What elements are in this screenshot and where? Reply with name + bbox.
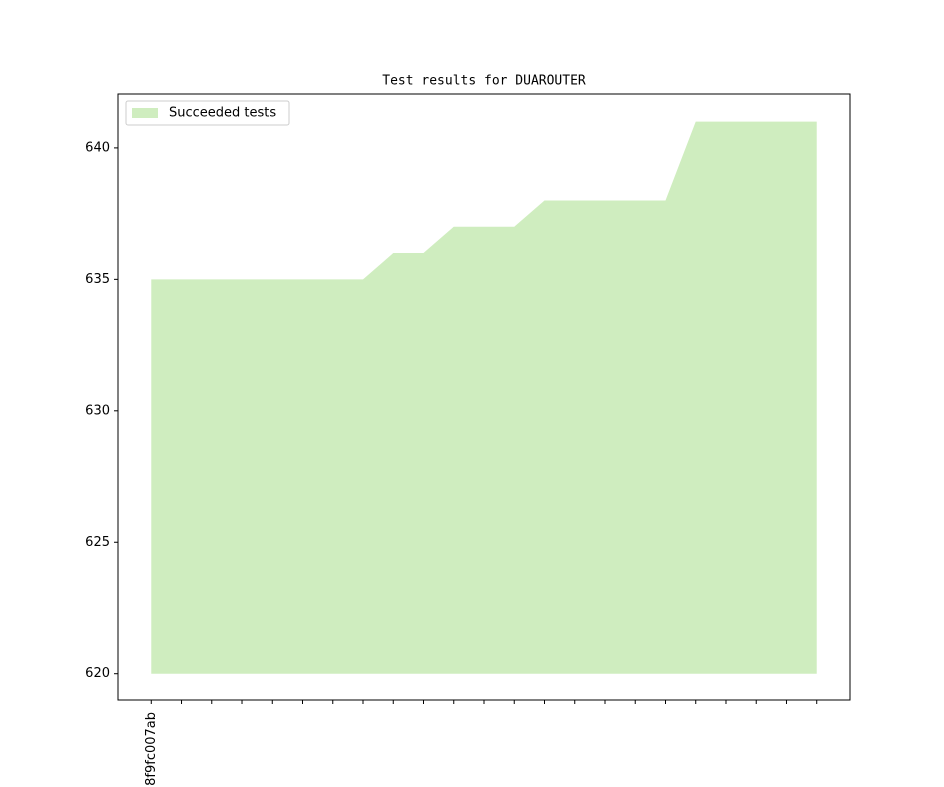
legend-swatch [132, 108, 158, 118]
chart-title: Test results for DUAROUTER [382, 74, 586, 89]
legend: Succeeded tests [125, 100, 290, 126]
y-tick-label: 620 [85, 666, 110, 681]
y-tick-label: 640 [85, 140, 110, 155]
legend-label: Succeeded tests [169, 106, 276, 121]
y-tick-label: 635 [85, 272, 110, 287]
area [151, 121, 817, 674]
y-tick-label: 630 [85, 403, 110, 418]
y-tick-label: 625 [85, 535, 110, 550]
x-tick-label: 73-a8f9fc007ab [144, 712, 159, 787]
legend-box [125, 100, 290, 126]
